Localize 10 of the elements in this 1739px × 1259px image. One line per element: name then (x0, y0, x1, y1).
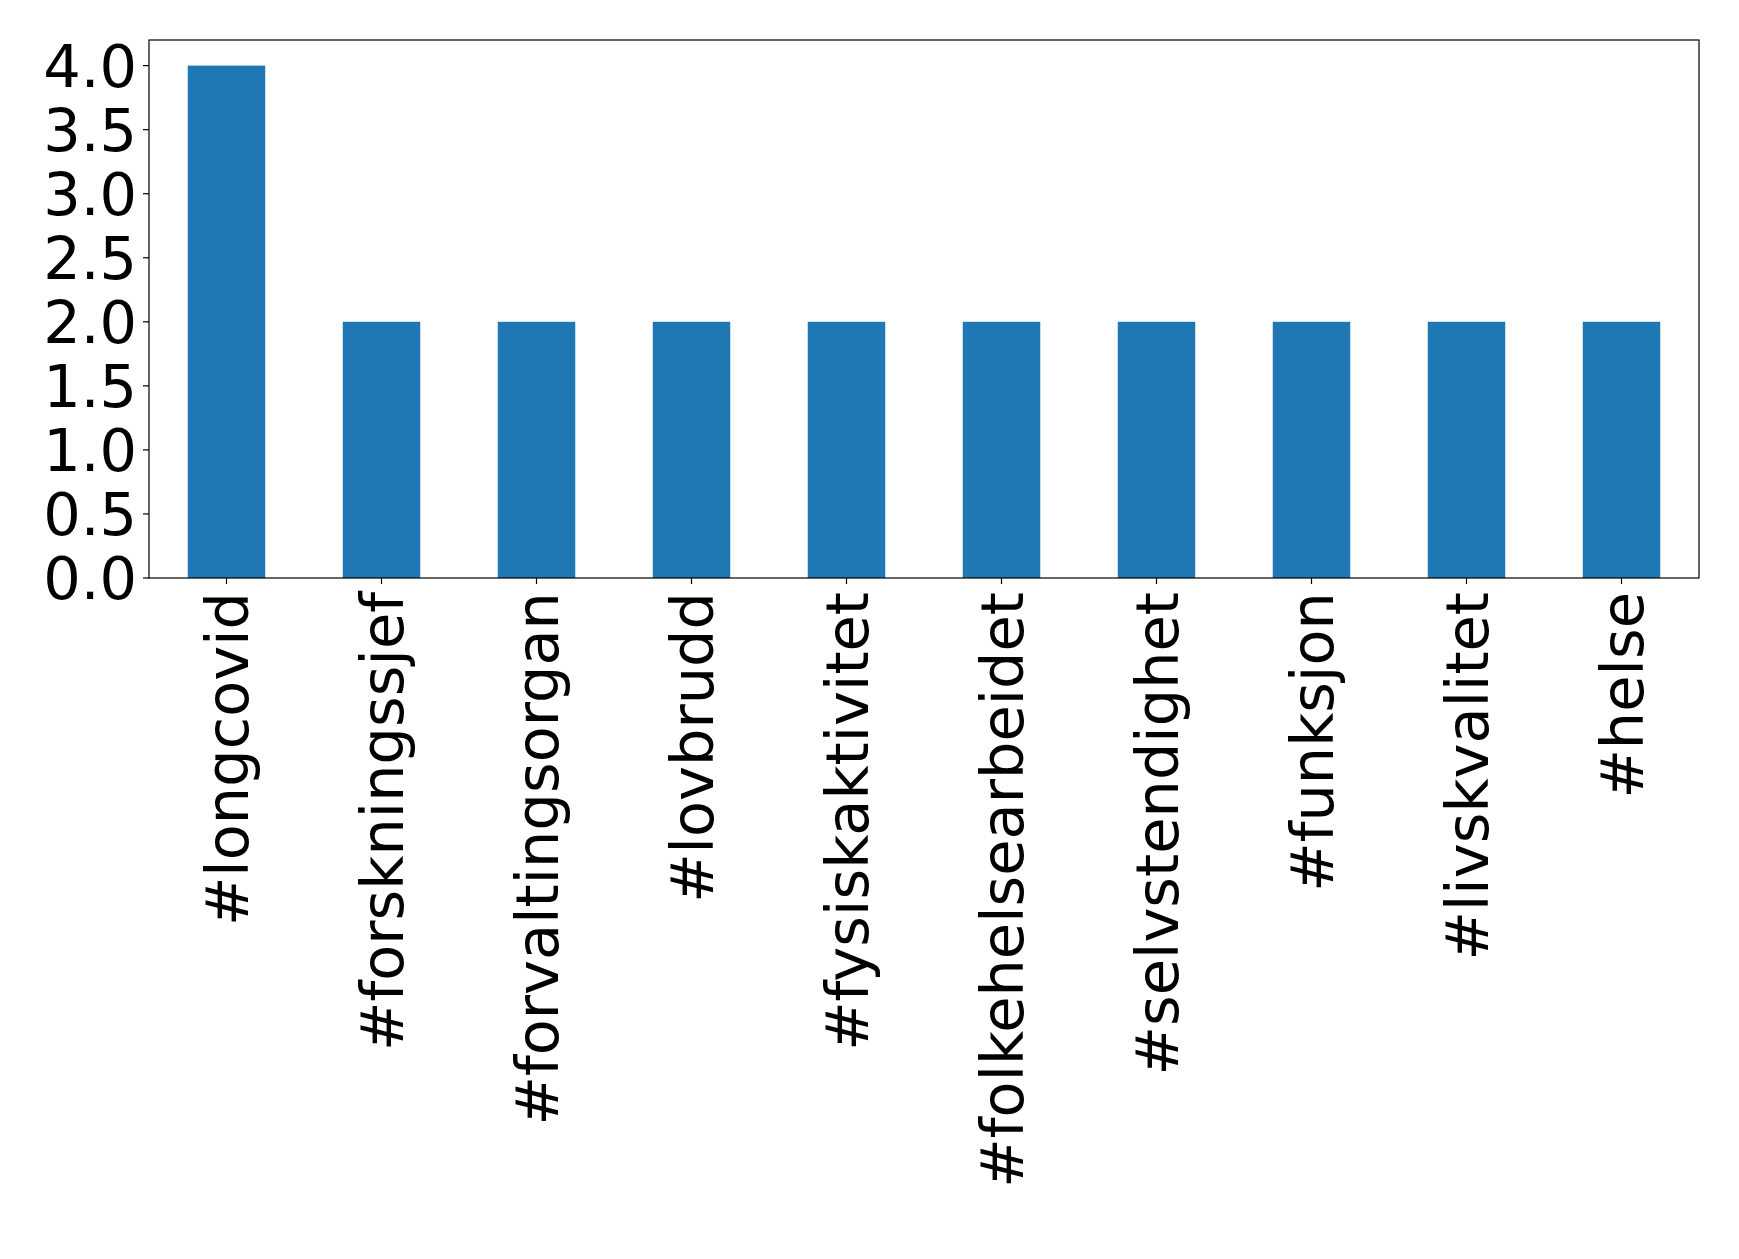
x-tick-label: #longcovid (192, 592, 262, 927)
x-tick-label: #livskvalitet (1432, 592, 1502, 961)
x-tick-label: #folkehelsearbeidet (967, 592, 1037, 1188)
x-tick-label: #helse (1587, 592, 1657, 799)
x-tick-label: #funksjon (1277, 592, 1347, 892)
x-tick-label: #forskningssjef (347, 590, 417, 1052)
x-tick-label: #forvaltingsorgan (502, 592, 572, 1126)
x-tick-label: #fysiskaktivitet (812, 592, 882, 1051)
x-tick-label: #selvstendighet (1122, 592, 1192, 1076)
x-tick-label: #lovbrudd (657, 592, 727, 903)
